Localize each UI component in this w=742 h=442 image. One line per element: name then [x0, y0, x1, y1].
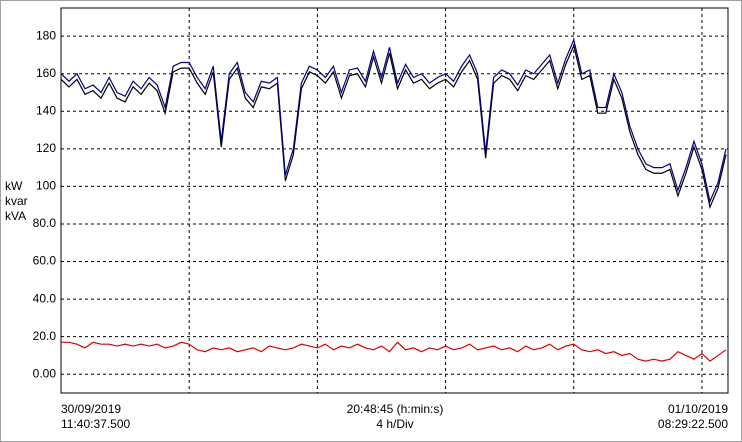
y-tick-label: 180 — [36, 28, 56, 42]
start-date: 30/09/2019 — [61, 402, 121, 416]
end-time: 08:29:22.500 — [658, 417, 728, 431]
y-axis-label: kW — [5, 179, 23, 193]
series-line — [60, 38, 727, 204]
start-time: 11:40:37.500 — [61, 417, 131, 431]
plot-border — [60, 7, 729, 394]
y-axis-label: kVA — [5, 209, 26, 223]
y-tick-label: 40.0 — [33, 291, 57, 305]
y-tick-label: 60.0 — [33, 254, 57, 268]
y-axis-label: kvar — [5, 194, 28, 208]
y-tick-label: 0.00 — [33, 366, 57, 380]
y-tick-label: 100 — [36, 179, 56, 193]
end-date: 01/10/2019 — [668, 402, 728, 416]
series-line — [60, 43, 727, 210]
division-label: 4 h/Div — [376, 417, 413, 431]
span-label: 20:48:45 (h:min:s) — [347, 402, 444, 416]
y-tick-label: 160 — [36, 66, 56, 80]
series-line — [61, 341, 727, 362]
y-tick-label: 140 — [36, 103, 56, 117]
y-tick-label: 80.0 — [33, 216, 57, 230]
y-tick-label: 120 — [36, 141, 56, 155]
y-tick-label: 20.0 — [33, 329, 57, 343]
